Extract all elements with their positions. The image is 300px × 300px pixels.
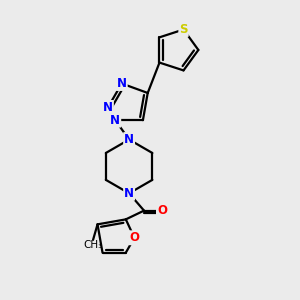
Text: O: O	[157, 204, 167, 217]
Text: N: N	[124, 133, 134, 146]
Text: N: N	[117, 77, 127, 90]
Text: S: S	[179, 23, 188, 36]
Text: CH₃: CH₃	[83, 240, 103, 250]
Text: O: O	[129, 231, 140, 244]
Text: N: N	[110, 114, 120, 127]
Text: N: N	[103, 101, 113, 114]
Text: N: N	[124, 187, 134, 200]
